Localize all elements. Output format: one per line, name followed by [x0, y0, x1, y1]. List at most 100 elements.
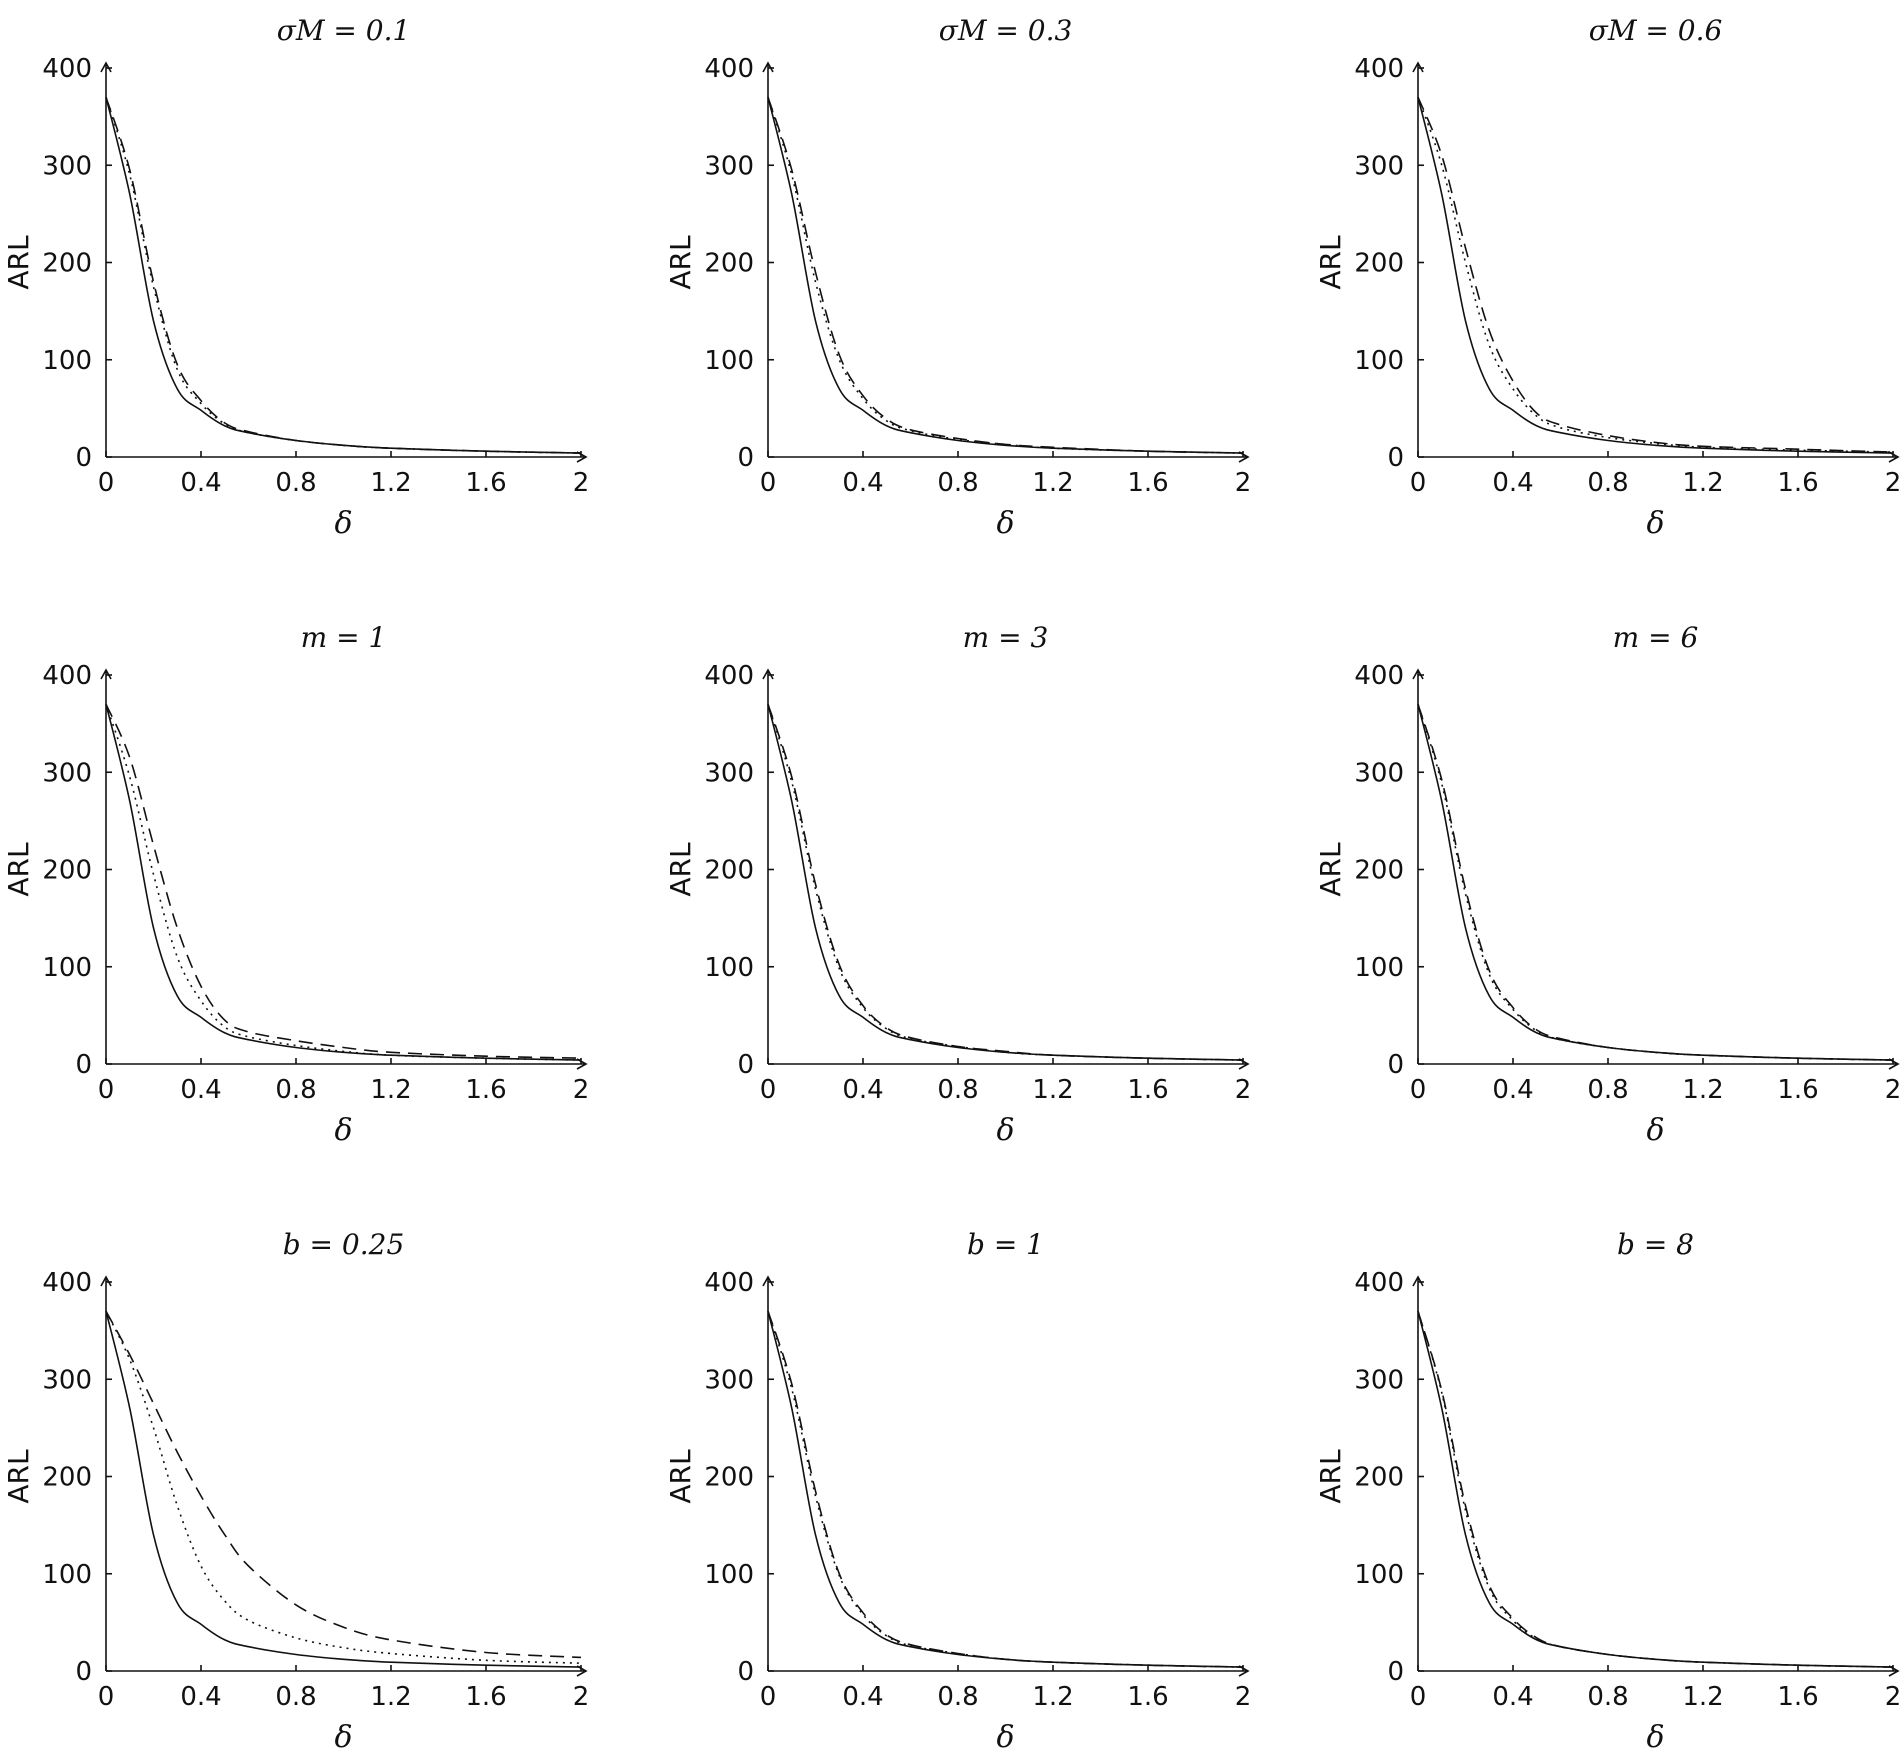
y-tick-label: 200	[704, 249, 754, 279]
y-axis-label: ARL	[1314, 1449, 1347, 1504]
x-tick-label: 2	[573, 468, 590, 498]
series-line-dashed	[1417, 703, 1894, 1061]
x-tick-label: 0.4	[842, 1682, 883, 1712]
series-line-dotted	[105, 96, 582, 454]
x-tick-label: 2	[573, 1682, 590, 1712]
series-line-solid	[767, 1311, 1244, 1668]
series-line-dotted	[1417, 96, 1894, 453]
x-tick-label: 1.2	[1682, 1682, 1723, 1712]
x-axis-label: δ	[996, 1720, 1014, 1752]
series-line-solid	[105, 704, 582, 1061]
y-tick-label: 200	[42, 856, 92, 886]
x-axis-label: δ	[996, 1113, 1014, 1148]
panel-title: b = 8	[1617, 1228, 1694, 1261]
chart-panel-1: σM = 0.1 0 0.4 0.8 1.2 1.6 2 0 100 200 300 400 δ ARL	[2, 14, 589, 541]
y-axis-label: ARL	[2, 1449, 35, 1504]
y-tick-label: 200	[1354, 856, 1404, 886]
x-tick-label: 0	[760, 1075, 777, 1105]
series-line-dotted	[767, 703, 1244, 1061]
x-tick-label: 0.4	[842, 468, 883, 498]
x-tick-label: 1.2	[370, 468, 411, 498]
x-tick-label: 1.6	[1777, 1075, 1818, 1105]
y-tick-label: 400	[1354, 661, 1404, 691]
y-tick-label: 200	[704, 856, 754, 886]
series-line-dashed	[1417, 1310, 1894, 1668]
chart-panel-8: b = 1 0 0.4 0.8 1.2 1.6 2 0 100 200 300 400 δ ARL	[664, 1228, 1251, 1752]
y-axis-arrow-icon	[762, 61, 774, 73]
y-axis-label: ARL	[2, 842, 35, 897]
series-line-dotted	[767, 96, 1244, 454]
x-tick-label: 2	[1235, 1075, 1252, 1105]
chart-panel-3: σM = 0.6 0 0.4 0.8 1.2 1.6 2 0 100 200 300 400 δ ARL	[1314, 14, 1900, 541]
x-tick-label: 2	[1885, 468, 1900, 498]
x-tick-label: 0.8	[1587, 1682, 1628, 1712]
y-tick-label: 100	[42, 1560, 92, 1590]
x-tick-label: 1.2	[370, 1075, 411, 1105]
x-tick-label: 1.6	[1127, 468, 1168, 498]
x-tick-label: 0	[98, 468, 115, 498]
series-line-solid	[1417, 1311, 1894, 1668]
x-tick-label: 0	[98, 1075, 115, 1105]
y-axis-arrow-icon	[1412, 1275, 1424, 1287]
x-tick-label: 2	[1235, 1682, 1252, 1712]
series-line-dotted	[1417, 1310, 1894, 1668]
y-axis-arrow-icon	[762, 668, 774, 680]
series-line-dashed	[105, 1310, 582, 1659]
y-tick-label: 0	[75, 443, 92, 473]
y-axis-arrow-icon	[100, 1275, 112, 1287]
y-tick-label: 100	[42, 346, 92, 376]
y-axis-arrow-icon	[1412, 668, 1424, 680]
y-tick-label: 0	[737, 443, 754, 473]
y-tick-label: 400	[704, 54, 754, 84]
y-tick-label: 300	[42, 1365, 92, 1395]
y-tick-label: 200	[1354, 1463, 1404, 1493]
panel-title: σM = 0.3	[939, 14, 1073, 47]
x-tick-label: 1.2	[1032, 468, 1073, 498]
x-tick-label: 1.6	[465, 1075, 506, 1105]
x-tick-label: 2	[573, 1075, 590, 1105]
y-tick-label: 0	[1387, 1050, 1404, 1080]
series-line-dotted	[1417, 703, 1894, 1061]
x-axis-label: δ	[1646, 1720, 1664, 1752]
x-tick-label: 1.2	[1032, 1682, 1073, 1712]
y-tick-label: 0	[75, 1657, 92, 1687]
x-tick-label: 2	[1235, 468, 1252, 498]
x-tick-label: 0.8	[275, 1075, 316, 1105]
x-tick-label: 0.8	[1587, 1075, 1628, 1105]
x-tick-label: 0.4	[180, 1075, 221, 1105]
y-tick-label: 100	[704, 346, 754, 376]
x-tick-label: 2	[1885, 1682, 1900, 1712]
x-tick-label: 1.6	[1777, 1682, 1818, 1712]
x-tick-label: 0.4	[1492, 468, 1533, 498]
series-line-solid	[105, 97, 582, 454]
panel-title: σM = 0.6	[1589, 14, 1723, 47]
x-tick-label: 0	[760, 1682, 777, 1712]
chart-panel-6: m = 6 0 0.4 0.8 1.2 1.6 2 0 100 200 300 400 δ ARL	[1314, 621, 1900, 1148]
chart-panel-9: b = 8 0 0.4 0.8 1.2 1.6 2 0 100 200 300 400 δ ARL	[1314, 1228, 1900, 1752]
panel-title: m = 1	[301, 621, 387, 654]
y-axis-label: ARL	[664, 1449, 697, 1504]
x-tick-label: 1.2	[1682, 468, 1723, 498]
y-tick-label: 0	[75, 1050, 92, 1080]
y-tick-label: 100	[42, 953, 92, 983]
series-line-solid	[1417, 704, 1894, 1061]
x-tick-label: 0	[1410, 468, 1427, 498]
series-line-dashed	[767, 96, 1244, 454]
y-tick-label: 400	[1354, 1268, 1404, 1298]
x-tick-label: 0.8	[275, 1682, 316, 1712]
chart-panel-4: m = 1 0 0.4 0.8 1.2 1.6 2 0 100 200 300 400 δ ARL	[2, 621, 589, 1148]
x-tick-label: 0	[98, 1682, 115, 1712]
y-tick-label: 300	[704, 151, 754, 181]
x-tick-label: 0	[1410, 1075, 1427, 1105]
y-tick-label: 100	[1354, 1560, 1404, 1590]
x-tick-label: 1.2	[370, 1682, 411, 1712]
x-tick-label: 2	[1885, 1075, 1900, 1105]
panel-title: b = 1	[967, 1228, 1044, 1261]
y-axis-label: ARL	[664, 235, 697, 290]
y-axis-arrow-icon	[762, 1275, 774, 1287]
y-tick-label: 400	[42, 1268, 92, 1298]
y-tick-label: 400	[704, 661, 754, 691]
x-axis-label: δ	[996, 506, 1014, 541]
x-tick-label: 0.4	[180, 1682, 221, 1712]
y-tick-label: 200	[1354, 249, 1404, 279]
